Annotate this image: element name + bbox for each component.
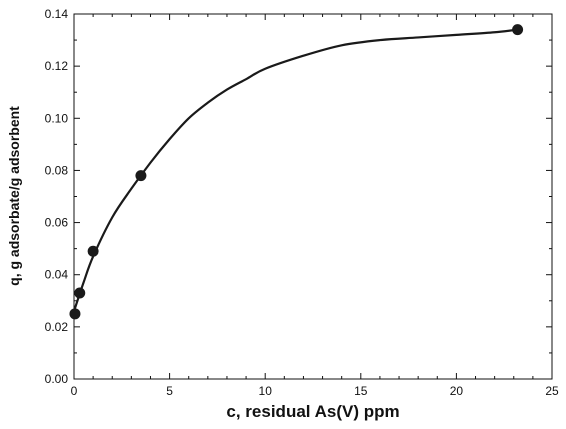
x-tick-label: 20: [450, 384, 464, 398]
fitted-curve-line: [72, 28, 518, 312]
x-tick-label: 25: [545, 384, 559, 398]
x-tick-label: 0: [71, 384, 78, 398]
plot-frame: [73, 13, 553, 380]
y-tick-label: 0.00: [45, 372, 69, 386]
tick-labels: 0 5 10 15 20 25 0.00 0.02 0.04 0.06 0.08 0.10 0.12 0.…: [45, 7, 559, 398]
y-tick-label: 0.12: [45, 59, 69, 73]
x-tick-label: 10: [259, 384, 273, 398]
x-tick-label: 15: [354, 384, 368, 398]
data-point: [87, 245, 99, 257]
data-points: [69, 24, 524, 320]
data-point: [69, 308, 81, 320]
data-point: [74, 287, 86, 299]
x-axis-title: c, residual As(V) ppm: [226, 402, 399, 421]
y-tick-label: 0.02: [45, 320, 69, 334]
y-tick-label: 0.10: [45, 111, 69, 125]
data-point: [135, 170, 147, 182]
y-tick-label: 0.08: [45, 163, 69, 177]
x-tick-label: 5: [166, 384, 173, 398]
y-tick-label: 0.14: [45, 7, 69, 21]
y-tick-label: 0.04: [45, 268, 69, 282]
axis-ticks: [73, 13, 553, 380]
data-point: [512, 24, 524, 36]
y-tick-label: 0.06: [45, 216, 69, 230]
y-axis-title: q, g adsorbate/g adsorbent: [6, 106, 22, 286]
